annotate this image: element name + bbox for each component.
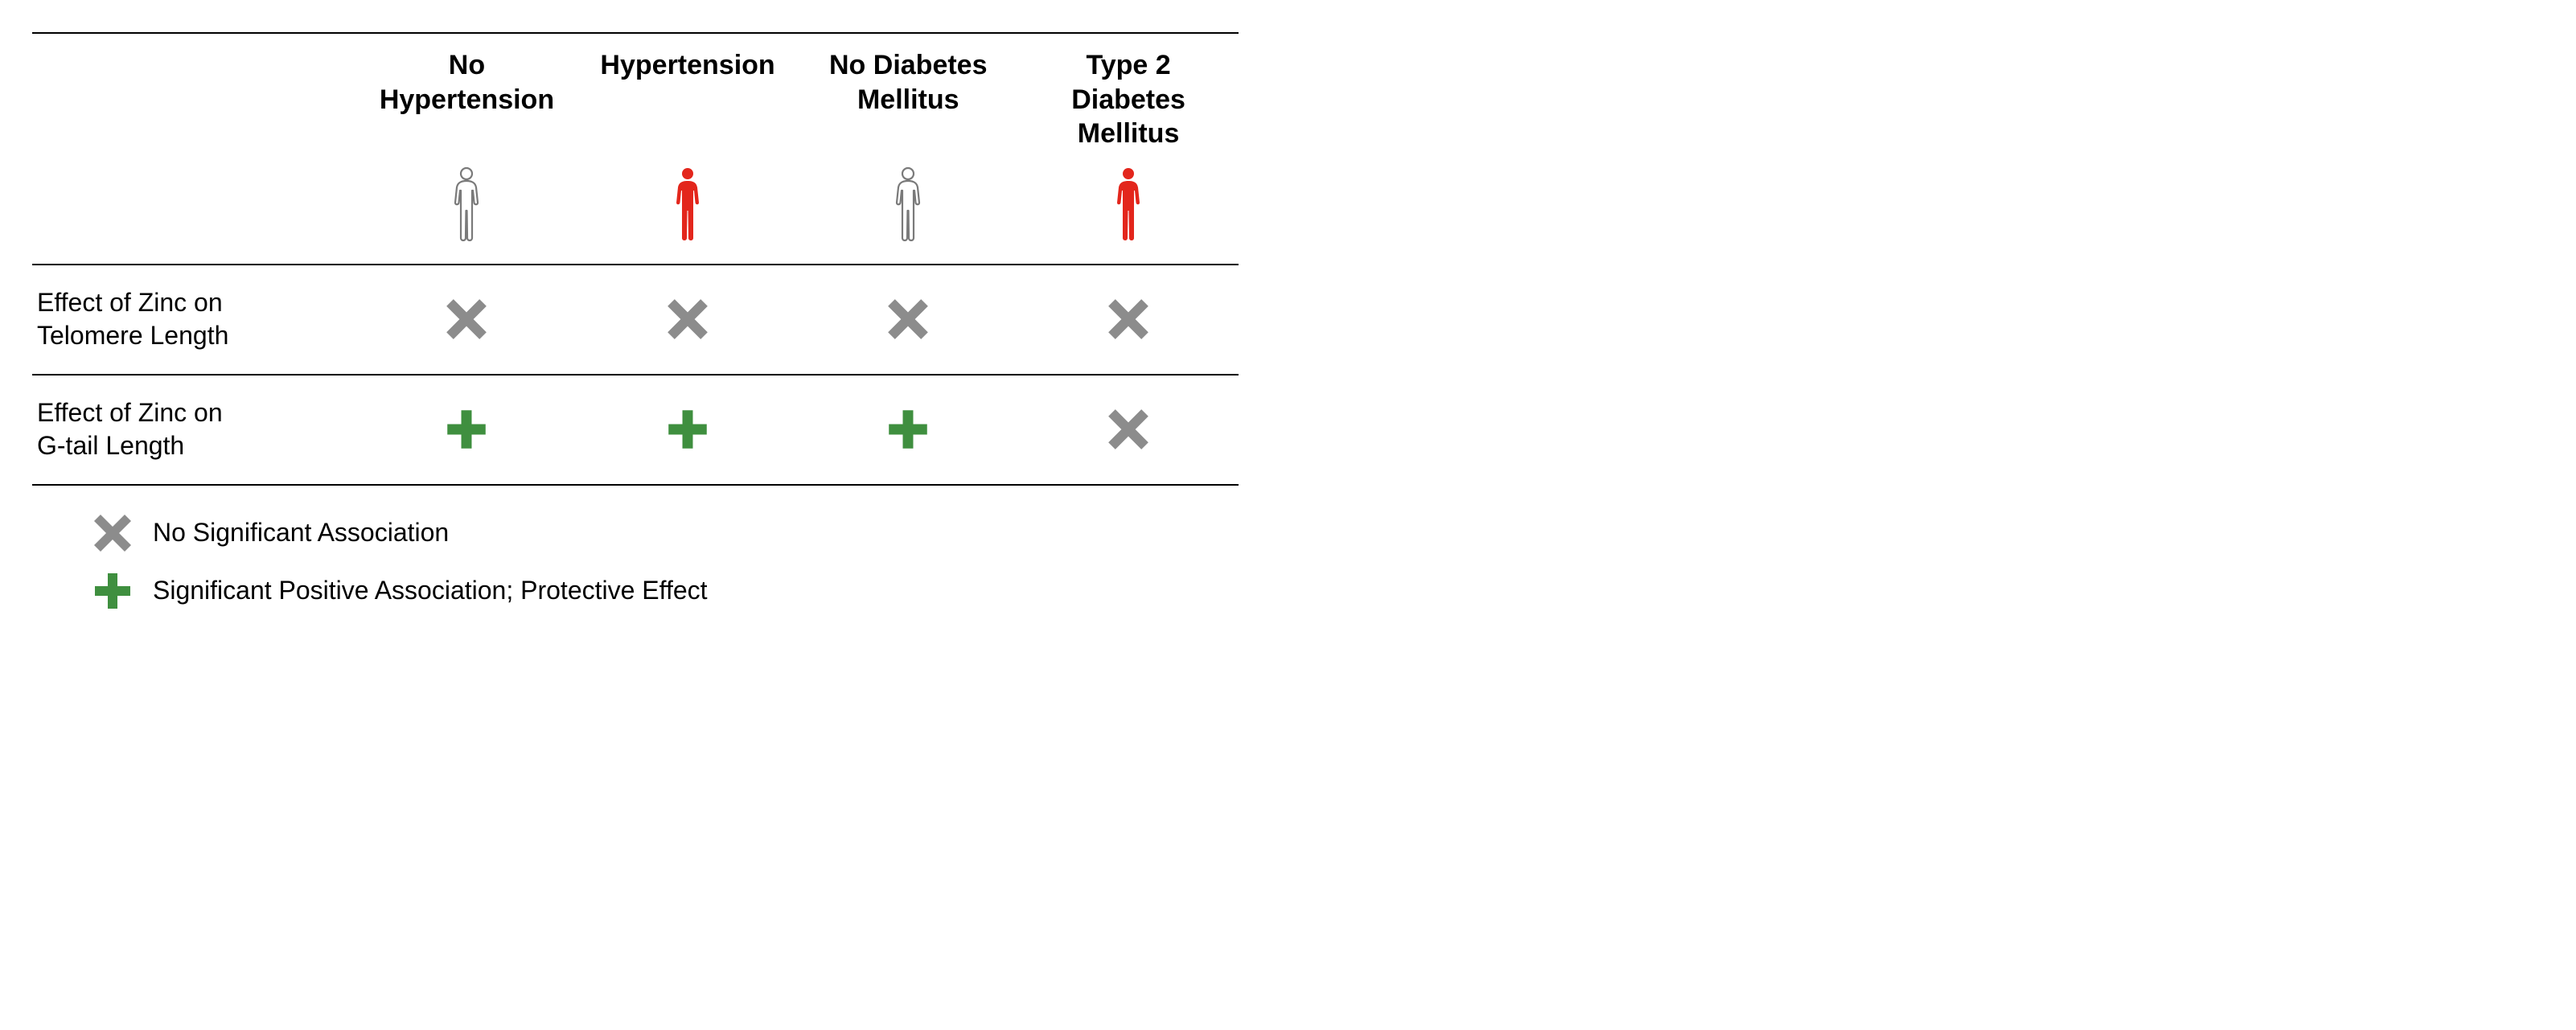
person-icon: [672, 166, 704, 243]
row-label: Effect of Zinc onTelomere Length: [32, 265, 356, 375]
cross-icon: [445, 298, 488, 341]
cross-icon: [666, 298, 709, 341]
person-icon: [892, 166, 924, 243]
cross-icon: [92, 513, 133, 553]
col-header: No Hypertension: [356, 33, 577, 158]
mark-cell: [577, 265, 799, 375]
mark-cell: [798, 265, 1018, 375]
legend-text: No Significant Association: [137, 518, 449, 548]
association-table: No Hypertension Hypertension No Diabetes…: [32, 32, 1239, 486]
person-cell: [798, 158, 1018, 265]
col-header: Hypertension: [577, 33, 799, 158]
plus-icon: [666, 408, 709, 451]
plus-icon: [92, 571, 133, 611]
mark-cell: [356, 375, 577, 485]
plus-icon: [886, 408, 930, 451]
col-header: No DiabetesMellitus: [798, 33, 1018, 158]
cross-icon: [886, 298, 930, 341]
header-row: No Hypertension Hypertension No Diabetes…: [32, 33, 1239, 158]
col-header: Type 2 DiabetesMellitus: [1018, 33, 1239, 158]
person-cell: [1018, 158, 1239, 265]
person-icon-row: [32, 158, 1239, 265]
legend-item: Significant Positive Association; Protec…: [88, 571, 1239, 611]
cross-icon: [1107, 298, 1150, 341]
table-row: Effect of Zinc onTelomere Length: [32, 265, 1239, 375]
legend-text: Significant Positive Association; Protec…: [137, 576, 708, 605]
mark-cell: [356, 265, 577, 375]
mark-cell: [1018, 265, 1239, 375]
table-row: Effect of Zinc onG-tail Length: [32, 375, 1239, 485]
cross-icon: [88, 513, 137, 553]
legend-item: No Significant Association: [88, 513, 1239, 553]
plus-icon: [445, 408, 488, 451]
plus-icon: [88, 571, 137, 611]
mark-cell: [577, 375, 799, 485]
person-icon: [450, 166, 483, 243]
cross-icon: [1107, 408, 1150, 451]
mark-cell: [1018, 375, 1239, 485]
person-cell: [577, 158, 799, 265]
mark-cell: [798, 375, 1018, 485]
row-label: Effect of Zinc onG-tail Length: [32, 375, 356, 485]
person-cell: [356, 158, 577, 265]
legend: No Significant Association Significant P…: [32, 513, 1239, 611]
person-icon: [1112, 166, 1144, 243]
